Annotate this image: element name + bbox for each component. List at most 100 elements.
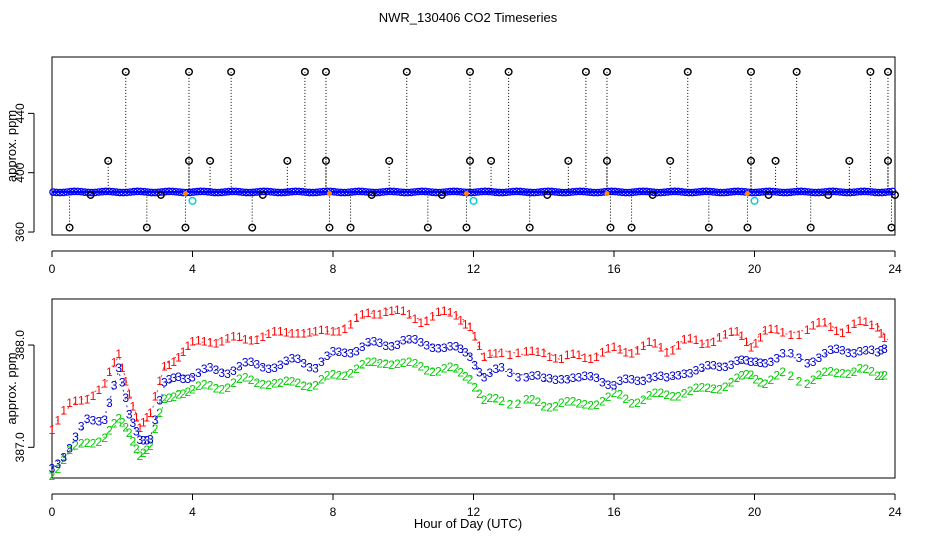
series-marker: 2 — [184, 385, 191, 399]
data-point — [156, 190, 165, 199]
data-point — [184, 156, 193, 165]
series-marker: 3 — [734, 354, 741, 368]
series-marker: 3 — [371, 334, 378, 348]
data-point — [581, 67, 590, 76]
series-marker: 3 — [587, 370, 594, 384]
series-marker: 1 — [371, 307, 378, 321]
series-marker: 2 — [540, 399, 547, 413]
series-marker: 1 — [152, 389, 159, 403]
series-marker: 3 — [353, 344, 360, 358]
series-marker: 3 — [295, 352, 302, 366]
data-point — [648, 190, 657, 199]
series-marker: 1 — [722, 328, 729, 342]
series-marker: 2 — [417, 359, 424, 373]
data-point — [423, 223, 432, 232]
series-marker: 2 — [457, 365, 464, 379]
data-point — [321, 156, 330, 165]
series-marker: 2 — [336, 369, 343, 383]
series-marker: 3 — [180, 372, 187, 386]
flag-point — [326, 190, 332, 196]
data-point — [504, 67, 513, 76]
series-marker: 1 — [675, 339, 682, 353]
series-marker: 2 — [845, 367, 852, 381]
series-marker: 3 — [816, 351, 823, 365]
series-marker: 2 — [230, 376, 237, 390]
series-marker: 3 — [535, 369, 542, 383]
series-marker: 2 — [704, 381, 711, 395]
series-marker: 3 — [347, 347, 354, 361]
data-point — [142, 223, 151, 232]
data-point — [188, 196, 197, 205]
series-marker: 1 — [90, 389, 97, 403]
series-marker: 3 — [429, 341, 436, 355]
series-marker: 1 — [738, 329, 745, 343]
data-point — [184, 67, 193, 76]
series-marker: 2 — [716, 382, 723, 396]
series-marker: 1 — [552, 351, 559, 365]
x-tick-label: 24 — [888, 505, 902, 519]
series-marker: 1 — [681, 332, 688, 346]
flag-point — [604, 190, 610, 196]
series-marker: 3 — [457, 342, 464, 356]
series-marker: 3 — [230, 364, 237, 378]
series-marker: 3 — [868, 343, 875, 357]
series-marker: 3 — [330, 345, 337, 359]
flag-point — [463, 190, 469, 196]
series-marker: 1 — [611, 340, 618, 354]
series-marker: 3 — [341, 346, 348, 360]
series-marker: 1 — [417, 316, 424, 330]
series-marker: 2 — [300, 379, 307, 393]
series-marker: 2 — [796, 375, 803, 389]
series-marker: 3 — [564, 372, 571, 386]
data-point — [602, 156, 611, 165]
series-marker: 1 — [634, 344, 641, 358]
series-marker: 3 — [218, 366, 225, 380]
series-marker: 2 — [523, 393, 530, 407]
series-marker: 2 — [248, 373, 255, 387]
series-marker: 3 — [476, 365, 483, 379]
series-marker: 1 — [698, 337, 705, 351]
series-marker: 3 — [487, 366, 494, 380]
series-marker: 1 — [787, 328, 794, 342]
series-marker: 2 — [757, 376, 764, 390]
series-marker: 2 — [622, 392, 629, 406]
series-marker: 1 — [457, 314, 464, 328]
series-marker: 3 — [827, 343, 834, 357]
series-marker: 2 — [462, 369, 469, 383]
series-marker: 3 — [669, 369, 676, 383]
series-marker: 1 — [810, 319, 817, 333]
series-marker: 2 — [166, 391, 173, 405]
series-marker: 2 — [605, 390, 612, 404]
series-marker: 1 — [147, 406, 154, 420]
series-marker: 2 — [254, 376, 261, 390]
series-marker: 1 — [605, 341, 612, 355]
series-marker: 3 — [170, 371, 177, 385]
series-marker: 3 — [779, 347, 786, 361]
series-marker: 1 — [728, 325, 735, 339]
series-marker: 3 — [810, 355, 817, 369]
series-marker: 3 — [72, 430, 79, 444]
data-point — [606, 223, 615, 232]
series-marker: 3 — [878, 343, 885, 357]
series-marker: 2 — [394, 357, 401, 371]
series-spikes-high — [121, 67, 892, 192]
data-point — [824, 190, 833, 199]
series-marker: 2 — [816, 368, 823, 382]
series-marker: 3 — [143, 433, 150, 447]
series-marker: 1 — [652, 337, 659, 351]
series-marker: 3 — [126, 407, 133, 421]
series-marker: 1 — [230, 329, 237, 343]
series-marker: 3 — [634, 374, 641, 388]
series-marker: 2 — [106, 424, 113, 438]
data-point — [121, 67, 130, 76]
series-marker: 1 — [140, 416, 147, 430]
series-marker: 3 — [248, 355, 255, 369]
series-marker: 3 — [435, 341, 442, 355]
series-marker: 1 — [423, 314, 430, 328]
x-tick-label: 20 — [748, 262, 762, 276]
series-marker: 2 — [821, 365, 828, 379]
series-marker: 2 — [467, 372, 474, 386]
series-marker: 3 — [492, 362, 499, 376]
series-marker: 2 — [617, 388, 624, 402]
series-marker: 2 — [347, 366, 354, 380]
